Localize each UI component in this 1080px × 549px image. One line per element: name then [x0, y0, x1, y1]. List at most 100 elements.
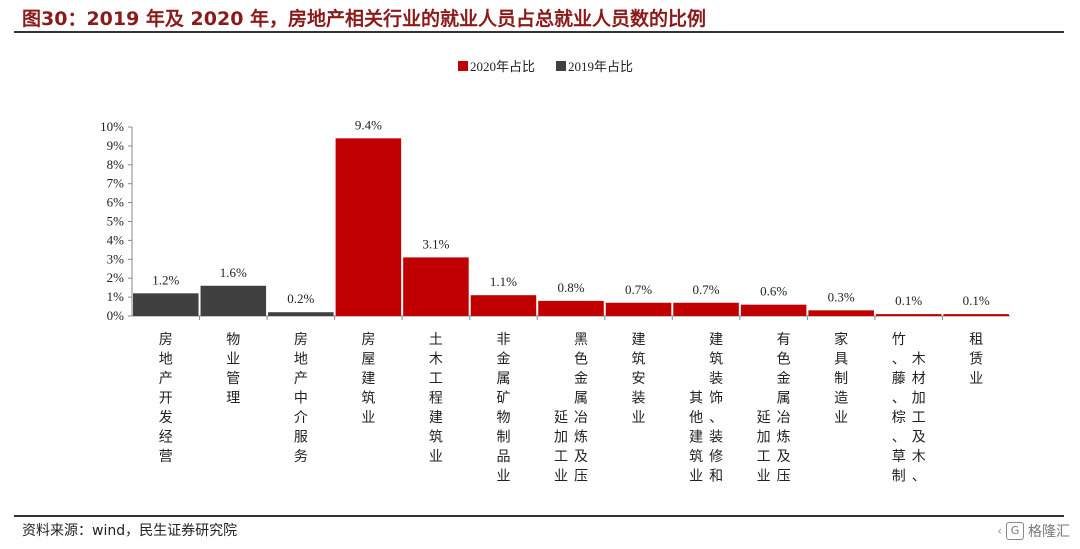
- watermark: ‹ G 格隆汇: [997, 521, 1070, 541]
- category-char: 务: [294, 449, 308, 465]
- category-char: 管: [226, 371, 240, 387]
- category-char: 棕: [892, 410, 906, 426]
- category-char: 程: [429, 391, 443, 407]
- category-char: 、: [892, 391, 906, 407]
- category-char: 及: [912, 430, 926, 446]
- category-char: 饰: [709, 391, 723, 407]
- category-char: 其: [689, 391, 703, 407]
- category-char: 炼: [777, 430, 791, 446]
- category-char: 压: [574, 469, 588, 485]
- source-note: 资料来源：wind，民生证券研究院: [22, 523, 238, 539]
- category-char: 中: [294, 391, 308, 407]
- category-char: 业: [429, 449, 443, 465]
- category-char: 工: [757, 449, 771, 465]
- category-char: 属: [574, 391, 588, 407]
- category-char: 非: [496, 332, 510, 348]
- category-char: 租: [969, 332, 983, 348]
- y-tick-label: 6%: [107, 195, 125, 210]
- category-char: 房: [159, 332, 173, 348]
- category-char: 、: [709, 410, 723, 426]
- category-labels: 房地产开发经营物业管理房地产中介服务房屋建筑业土木工程建筑业非金属矿物制品业延加…: [159, 331, 983, 485]
- data-label: 0.1%: [895, 293, 922, 308]
- category-char: 业: [689, 469, 703, 485]
- category-char: 及: [777, 449, 791, 465]
- bar: [335, 138, 402, 316]
- data-label: 0.2%: [287, 291, 314, 306]
- legend-label: 2019年占比: [568, 59, 633, 74]
- category-char: 建: [361, 371, 375, 387]
- category-char: 业: [834, 410, 848, 426]
- category-char: 他: [689, 410, 703, 426]
- category-char: 木: [912, 352, 926, 368]
- category-char: 筑: [709, 352, 723, 368]
- category-char: 延: [757, 410, 771, 426]
- category-char: 延: [554, 410, 568, 426]
- category-char: 制: [834, 371, 848, 387]
- data-label: 1.6%: [220, 265, 247, 280]
- bar: [470, 295, 537, 316]
- category-char: 家: [834, 331, 848, 348]
- category-char: 装: [709, 371, 723, 387]
- category-char: 属: [777, 391, 791, 407]
- data-labels: 1.2% 1.6% 0.2% 9.4% 3.1% 1.1% 0.8% 0.7% 0.7% 0.6%…: [152, 117, 990, 308]
- category-char: 装: [632, 391, 646, 407]
- category-char: 产: [294, 371, 308, 387]
- category-char: 修: [709, 449, 723, 465]
- y-tick-label: 4%: [107, 232, 125, 247]
- category-char: 服: [294, 430, 308, 446]
- title-rule: [14, 31, 1064, 33]
- bar: [268, 312, 334, 316]
- category-char: 地: [294, 352, 308, 368]
- data-label: 0.3%: [828, 289, 855, 304]
- data-label: 0.6%: [760, 284, 787, 299]
- legend-swatch: [458, 61, 468, 71]
- category-char: 业: [226, 352, 240, 368]
- category-char: 物: [226, 332, 240, 348]
- category-char: 具: [834, 352, 848, 368]
- category-char: 工: [429, 371, 443, 387]
- category-char: 冶: [777, 410, 791, 426]
- category-char: 房: [361, 332, 375, 348]
- category-char: 木: [429, 352, 443, 368]
- category-char: 属: [496, 371, 510, 387]
- category-char: 炼: [574, 430, 588, 446]
- category-char: 藤: [892, 371, 906, 387]
- category-char: 土: [429, 332, 443, 348]
- category-char: 金: [574, 371, 588, 387]
- legend-swatch: [556, 61, 566, 71]
- category-char: 草: [892, 449, 906, 465]
- category-char: 业: [554, 469, 568, 485]
- category-char: 房: [294, 332, 308, 348]
- category-char: 造: [834, 391, 848, 407]
- category-char: 经: [159, 430, 173, 446]
- data-label: 1.1%: [490, 274, 517, 289]
- y-tick-label: 9%: [107, 138, 125, 153]
- category-char: 材: [912, 371, 926, 387]
- category-char: 业: [757, 469, 771, 485]
- category-char: 建: [709, 332, 723, 348]
- logo-icon: G: [1006, 522, 1024, 540]
- category-char: 发: [159, 410, 173, 426]
- watermark-text: 格隆汇: [1028, 524, 1070, 540]
- bar: [133, 293, 199, 316]
- data-label: 0.7%: [693, 282, 720, 297]
- bar: [943, 314, 1009, 316]
- category-char: 、: [892, 352, 906, 368]
- category-char: 色: [777, 351, 791, 368]
- data-label: 1.2%: [152, 272, 179, 287]
- bar: [673, 302, 739, 316]
- y-tick-label: 5%: [107, 214, 125, 229]
- category-label: 租赁业: [969, 332, 983, 387]
- category-char: 有: [777, 332, 791, 348]
- footer-rule: [14, 515, 1064, 517]
- category-char: 筑: [689, 449, 703, 465]
- category-char: 介: [294, 410, 308, 426]
